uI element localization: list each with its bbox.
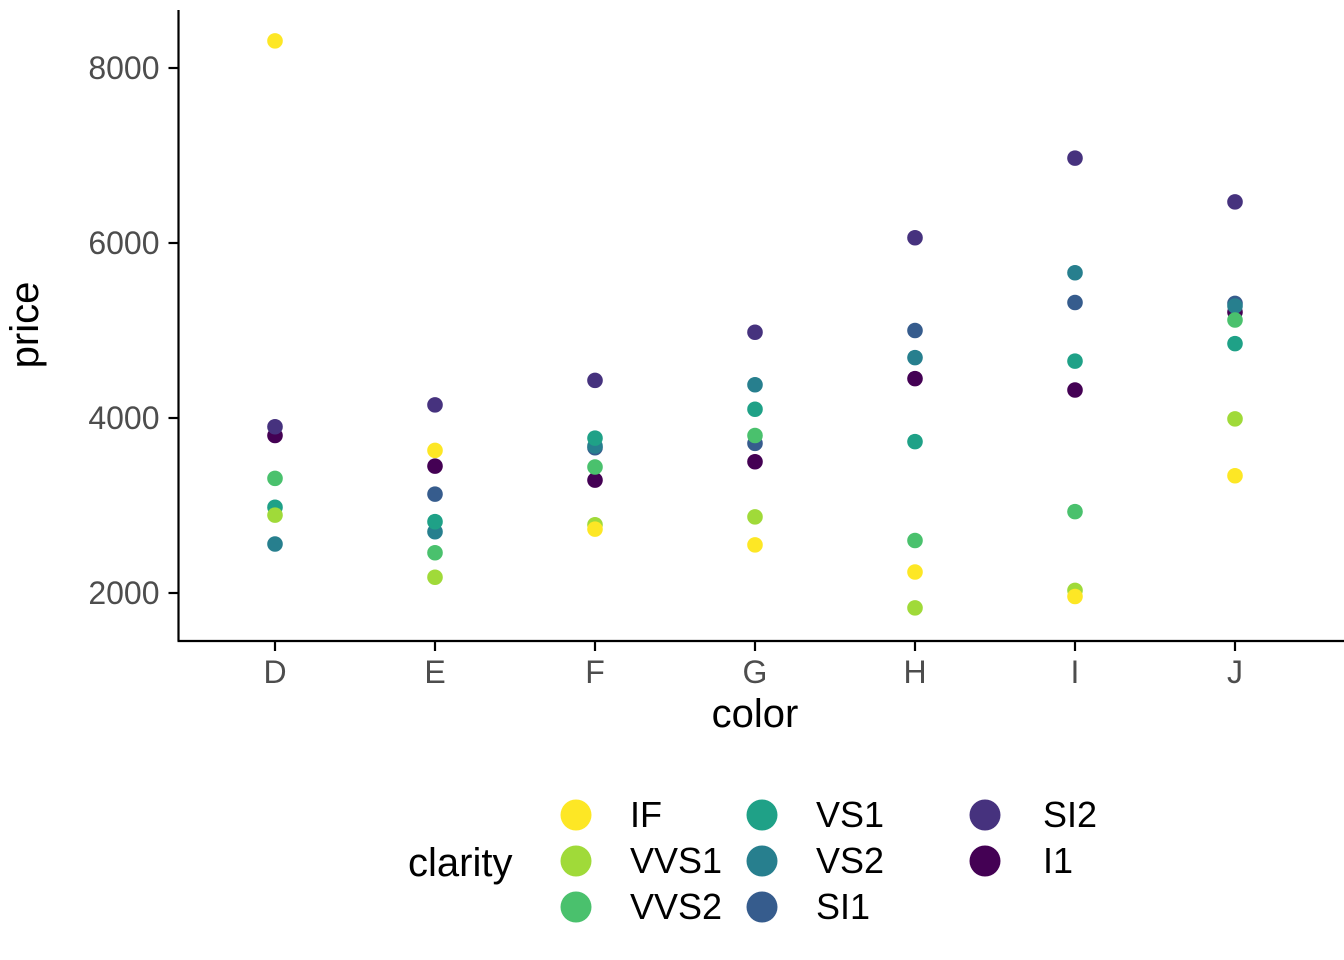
data-point-vvs2-i	[1067, 503, 1083, 520]
data-point-vvs1-e	[427, 569, 443, 586]
data-point-si2-j	[1227, 194, 1243, 210]
legend-label-i1: I1	[1043, 840, 1073, 881]
legend-label-vvs1: VVS1	[630, 840, 722, 881]
data-point-vs1-i	[1067, 353, 1083, 369]
data-point-vvs2-h	[907, 532, 923, 549]
legend-label-si2: SI2	[1043, 794, 1097, 835]
data-point-vvs2-e	[427, 544, 443, 561]
legend-label-vs1: VS1	[816, 794, 884, 835]
legend-key-si2	[969, 799, 1001, 831]
data-point-i1-g	[747, 453, 763, 470]
data-point-vs1-h	[907, 433, 923, 450]
legend-key-vs1	[746, 799, 778, 831]
data-point-si2-i	[1067, 150, 1083, 166]
x-axis-tick-label: F	[585, 654, 605, 690]
data-point-vvs2-d	[267, 470, 283, 487]
legend-key-vvs1	[560, 845, 592, 877]
x-axis-title: color	[712, 692, 799, 736]
data-point-si1-i	[1067, 294, 1083, 311]
data-point-if-h	[907, 564, 923, 580]
data-point-if-f	[587, 521, 603, 537]
x-axis-tick-label: D	[263, 654, 286, 690]
data-point-si2-e	[427, 397, 443, 413]
data-point-vs2-h	[907, 349, 923, 366]
x-axis-tick-label: E	[424, 654, 445, 690]
y-axis-tick-label: 4000	[88, 400, 159, 436]
data-point-vs1-e	[427, 513, 443, 530]
data-point-si2-d	[267, 418, 283, 435]
data-point-vvs2-f	[587, 459, 603, 475]
legend-label-si1: SI1	[816, 886, 870, 927]
data-point-vvs2-g	[747, 427, 763, 444]
data-point-vs2-i	[1067, 264, 1083, 281]
data-point-vs2-d	[267, 536, 283, 552]
data-point-vs2-j	[1227, 298, 1243, 314]
data-point-i1-h	[907, 370, 923, 387]
data-point-if-g	[747, 537, 763, 553]
data-point-si1-e	[427, 486, 443, 502]
y-axis-tick-label: 2000	[88, 575, 159, 611]
data-point-if-i	[1067, 588, 1083, 605]
data-point-i1-e	[427, 458, 443, 474]
data-point-si2-g	[747, 324, 763, 341]
data-point-i1-f	[587, 472, 603, 488]
legend-label-vvs2: VVS2	[630, 886, 722, 927]
data-point-vvs2-j	[1227, 312, 1243, 328]
data-point-if-e	[427, 442, 443, 459]
x-axis-tick-label: H	[903, 654, 926, 690]
legend-label-vs2: VS2	[816, 840, 884, 881]
data-point-vvs1-g	[747, 509, 763, 525]
data-point-vs1-f	[587, 430, 603, 446]
x-axis-tick-label: I	[1071, 654, 1080, 690]
legend-key-vvs2	[560, 891, 592, 923]
data-point-vs2-g	[747, 376, 763, 393]
data-point-si1-h	[907, 322, 923, 339]
data-point-vvs1-d	[267, 507, 283, 523]
y-axis-title: price	[3, 282, 47, 369]
legend-key-si1	[746, 891, 778, 923]
data-point-si2-f	[587, 372, 603, 389]
data-point-vs1-j	[1227, 335, 1243, 352]
data-point-if-d	[267, 33, 283, 49]
x-axis-tick-label: G	[743, 654, 768, 690]
data-point-vvs1-h	[907, 600, 923, 616]
legend-label-if: IF	[630, 794, 662, 835]
data-point-i1-i	[1067, 382, 1083, 398]
legend-key-vs2	[746, 845, 778, 877]
legend-key-if	[560, 799, 592, 831]
data-point-si2-h	[907, 229, 923, 246]
legend-key-i1	[969, 845, 1001, 877]
legend-title: clarity	[408, 841, 512, 885]
y-axis-tick-label: 6000	[88, 225, 159, 261]
y-axis-tick-label: 8000	[88, 50, 159, 86]
data-point-vs1-g	[747, 401, 763, 418]
data-point-if-j	[1227, 467, 1243, 484]
data-point-vvs1-j	[1227, 411, 1243, 427]
x-axis-tick-label: J	[1227, 654, 1243, 690]
